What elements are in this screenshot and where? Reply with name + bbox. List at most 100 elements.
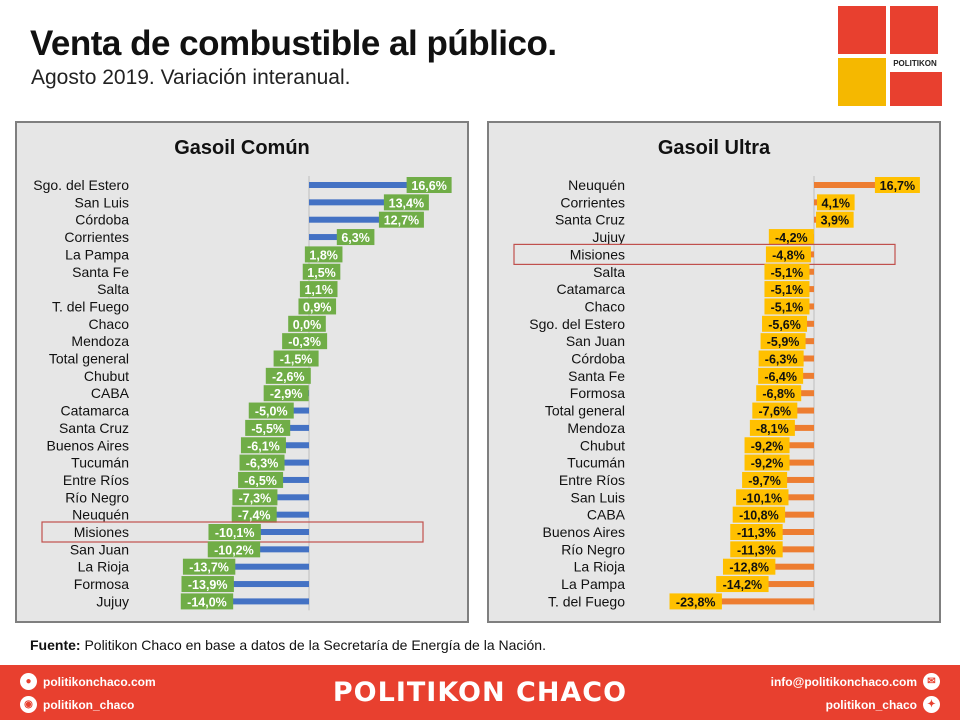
data-label-tucuman: -9,2%	[751, 457, 784, 471]
category-label-santa-cruz: Santa Cruz	[555, 212, 625, 228]
bar-misiones	[237, 529, 309, 535]
data-label-box-salta	[299, 281, 338, 298]
chart-gasoil-comun: Gasoil Común Sgo. del Estero 16,6% San Luis…	[33, 137, 452, 611]
data-label-corrientes: 6,3%	[341, 231, 370, 245]
category-label-neuquen: Neuquén	[72, 507, 129, 523]
data-label-box-tucuman	[744, 454, 790, 471]
category-label-la-pampa: La Pampa	[561, 576, 625, 592]
panel-gasoil-comun: Gasoil Común Sgo. del Estero 16,6% San Luis…	[15, 121, 469, 623]
category-label-chubut: Chubut	[84, 368, 129, 384]
data-label-box-san-juan	[207, 541, 261, 558]
category-label-la-pampa: La Pampa	[65, 246, 129, 262]
data-label-box-t-del-fuego	[298, 298, 337, 315]
data-label-mendoza: -0,3%	[288, 335, 321, 349]
footer-website[interactable]: ● politikonchaco.com	[20, 673, 156, 690]
data-label-total-general: -1,5%	[280, 353, 313, 367]
data-label-chubut: -9,2%	[751, 439, 784, 453]
bar-la-rioja	[211, 563, 309, 570]
bar-caba	[761, 511, 814, 518]
data-label-box-cordoba	[758, 350, 804, 367]
data-label-box-salta	[764, 263, 810, 280]
data-label-sgo-del-estero: -5,6%	[768, 318, 801, 332]
data-label-box-chubut	[744, 437, 790, 454]
data-label-corrientes: 4,1%	[822, 196, 851, 210]
data-label-sgo-del-estero: 16,6%	[411, 179, 446, 193]
data-label-jujuy: -14,0%	[187, 595, 227, 609]
category-label-santa-cruz: Santa Cruz	[59, 420, 129, 436]
data-label-buenos-aires: -6,1%	[247, 439, 280, 453]
data-label-box-tucuman	[239, 454, 285, 471]
bar-corrientes	[309, 234, 354, 241]
data-label-box-mendoza	[282, 333, 328, 350]
category-label-entre-rios: Entre Ríos	[559, 472, 625, 488]
category-label-rio-negro: Río Negro	[65, 489, 129, 505]
data-label-box-jujuy	[768, 229, 814, 246]
category-label-santa-fe: Santa Fe	[568, 368, 625, 384]
footer-instagram[interactable]: ◉ politikon_chaco	[20, 696, 134, 713]
data-label-la-pampa: 1,8%	[309, 248, 338, 262]
category-label-t-del-fuego: T. del Fuego	[52, 298, 129, 314]
data-label-entre-rios: -9,7%	[748, 474, 781, 488]
data-label-chaco: -5,1%	[771, 300, 804, 314]
category-label-buenos-aires: Buenos Aires	[47, 437, 130, 453]
data-label-box-corrientes	[336, 229, 375, 246]
category-label-tucuman: Tucumán	[567, 455, 625, 471]
data-label-box-buenos-aires	[240, 437, 286, 454]
bar-san-juan	[236, 546, 309, 553]
category-label-chaco: Chaco	[585, 298, 626, 314]
category-label-chaco: Chaco	[89, 316, 130, 332]
category-label-formosa: Formosa	[570, 385, 625, 401]
bar-tucuman	[264, 459, 309, 466]
bar-tucuman	[769, 459, 814, 466]
bar-san-luis	[309, 199, 405, 206]
chart-gasoil-ultra: Gasoil Ultra Neuquén 16,7% Corrientes 4,1% Sa…	[513, 137, 920, 611]
source-note: Fuente: Politikon Chaco en base a datos …	[30, 637, 546, 653]
category-label-total-general: Total general	[49, 351, 129, 367]
data-label-la-rioja: -12,8%	[729, 561, 769, 575]
bar-buenos-aires	[759, 529, 814, 535]
data-label-box-rio-negro	[232, 489, 278, 506]
category-label-sgo-del-estero: Sgo. del Estero	[33, 177, 129, 193]
category-label-mendoza: Mendoza	[71, 333, 129, 349]
category-label-neuquen: Neuquén	[568, 177, 625, 193]
data-label-buenos-aires: -11,3%	[737, 526, 776, 540]
data-label-santa-cruz: 3,9%	[821, 214, 850, 228]
data-label-box-jujuy	[180, 593, 234, 610]
data-label-box-neuquen	[231, 506, 277, 523]
data-label-san-luis: 13,4%	[389, 196, 424, 210]
category-label-corrientes: Corrientes	[64, 229, 129, 245]
category-label-caba: CABA	[587, 507, 626, 523]
data-label-chubut: -2,6%	[272, 370, 305, 384]
data-label-tucuman: -6,3%	[246, 457, 279, 471]
data-label-santa-fe: 1,5%	[307, 266, 336, 280]
data-label-salta: 1,1%	[304, 283, 333, 297]
bar-t-del-fuego	[698, 598, 814, 605]
data-label-box-corrientes	[817, 194, 855, 211]
data-label-rio-negro: -11,3%	[737, 543, 776, 557]
data-label-box-buenos-aires	[730, 524, 783, 540]
footer-twitter[interactable]: politikon_chaco ✦	[826, 696, 940, 713]
data-label-box-chubut	[265, 367, 311, 384]
data-label-cordoba: 12,7%	[384, 214, 419, 228]
footer-email[interactable]: info@politikonchaco.com ✉	[771, 673, 940, 690]
politikon-logo: POLITIKON	[838, 6, 942, 106]
data-label-box-san-juan	[760, 333, 806, 350]
footer-brand: POLITIKON CHACO	[332, 677, 628, 708]
category-label-buenos-aires: Buenos Aires	[543, 524, 626, 540]
data-label-t-del-fuego: 0,9%	[303, 300, 332, 314]
page-title: Venta de combustible al público.	[30, 24, 557, 63]
bar-entre-rios	[262, 476, 309, 483]
data-label-box-la-rioja	[182, 558, 236, 575]
category-label-tucuman: Tucumán	[71, 455, 129, 471]
category-label-formosa: Formosa	[74, 576, 129, 592]
category-label-san-juan: San Juan	[566, 333, 625, 349]
data-label-box-la-pampa	[304, 246, 343, 263]
data-label-formosa: -13,9%	[188, 578, 228, 592]
category-label-jujuy: Jujuy	[96, 593, 129, 609]
footer-instagram-text: politikon_chaco	[43, 697, 135, 712]
data-label-box-t-del-fuego	[669, 593, 722, 610]
logo-text: POLITIKON	[888, 56, 942, 72]
bar-formosa	[210, 581, 309, 588]
globe-icon: ●	[20, 673, 37, 690]
data-label-box-mendoza	[749, 419, 795, 436]
